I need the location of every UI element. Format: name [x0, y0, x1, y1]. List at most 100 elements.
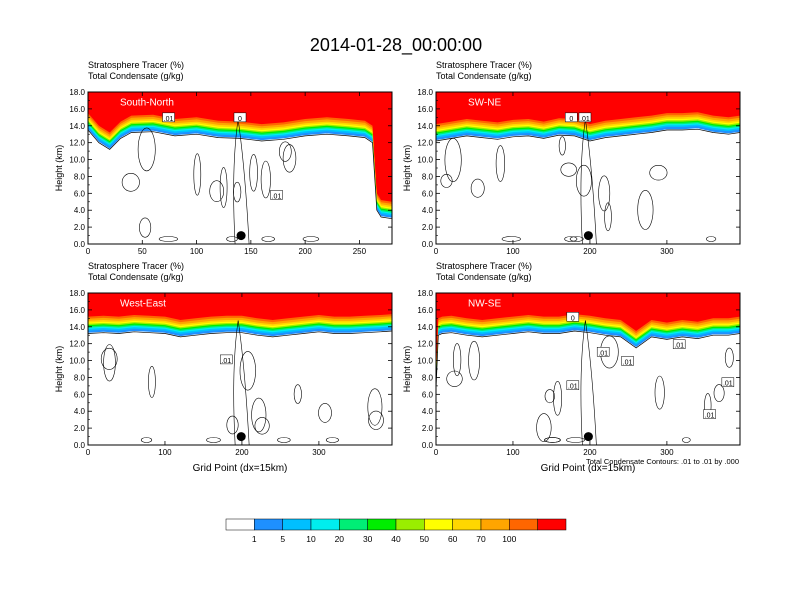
x-axis-label: Grid Point (dx=15km) — [541, 463, 636, 474]
contour-label-box — [566, 380, 580, 390]
chart-panel: Stratosphere Tracer (%)Total Condensate … — [54, 60, 393, 256]
plot-area: .01 0 .01 — [88, 92, 392, 244]
y-tick-label: 6.0 — [74, 390, 86, 399]
x-tick-label: 100 — [190, 247, 204, 256]
y-tick-label: 0.0 — [422, 441, 434, 450]
contour-label-box — [565, 112, 578, 123]
x-tick-label: 200 — [583, 448, 597, 457]
condensate-contour — [100, 347, 118, 370]
y-tick-label: 2.0 — [74, 424, 86, 433]
condensate-contour — [436, 128, 740, 142]
colorbar-swatch — [424, 518, 453, 531]
x-tick-label: 100 — [506, 247, 520, 256]
x-tick-label: 0 — [86, 247, 91, 256]
condensate-contour — [302, 236, 320, 242]
condensate-contour — [249, 154, 258, 192]
colorbar-swatch — [225, 518, 255, 531]
condensate-contour — [654, 375, 665, 410]
y-tick-label: 0.0 — [74, 240, 86, 249]
x-tick-label: 0 — [434, 247, 439, 256]
x-tick-label: 100 — [158, 448, 172, 457]
tracer-band — [88, 92, 392, 204]
x-tick-label: 300 — [312, 448, 326, 457]
colorbar-swatch — [452, 518, 482, 531]
contour-label-box — [162, 112, 175, 123]
y-tick-label: 12.0 — [417, 139, 433, 148]
panel-title: Stratosphere Tracer (%) — [88, 60, 184, 70]
condensate-contour — [560, 162, 577, 177]
y-tick-label: 8.0 — [74, 373, 86, 382]
condensate-contour — [446, 370, 463, 387]
y-axis-label: Height (km) — [402, 145, 412, 192]
condensate-contour — [277, 437, 291, 443]
y-tick-label: 14.0 — [69, 122, 85, 131]
condensate-contour — [368, 410, 384, 430]
contour-label-box — [721, 377, 735, 387]
x-tick-label: 200 — [298, 247, 312, 256]
panel-subtitle: Total Condensate (g/kg) — [88, 71, 184, 81]
contour-footnote: Total Condensate Contours: .01 to .01 by… — [586, 457, 739, 466]
colorbar-label: 1 — [252, 534, 257, 544]
contour-label: .01 — [623, 359, 633, 366]
panel-subtitle: Total Condensate (g/kg) — [436, 272, 532, 282]
condensate-contour — [468, 340, 480, 381]
tracer-band — [436, 293, 740, 374]
condensate-contour — [495, 145, 506, 182]
x-tick-label: 300 — [660, 448, 674, 457]
x-axis-label: Grid Point (dx=15km) — [193, 463, 288, 474]
condensate-contour — [226, 415, 239, 435]
y-tick-label: 4.0 — [74, 407, 86, 416]
colorbar-swatch — [254, 518, 283, 531]
y-tick-label: 6.0 — [422, 390, 434, 399]
condensate-contour — [536, 413, 552, 442]
panel-title: Stratosphere Tracer (%) — [88, 261, 184, 271]
condensate-contour — [566, 437, 585, 443]
colorbar-swatch — [282, 518, 312, 531]
condensate-contour — [544, 437, 561, 443]
y-tick-label: 0.0 — [74, 441, 86, 450]
panel-title: Stratosphere Tracer (%) — [436, 261, 532, 271]
colorbar-label: 20 — [335, 534, 345, 544]
colorbar-label: 10 — [306, 534, 316, 544]
condensate-contour — [558, 136, 566, 156]
condensate-contour — [569, 236, 584, 242]
colorbar-swatch — [310, 518, 340, 531]
contour-label-box — [578, 112, 592, 123]
tracer-top — [436, 293, 740, 304]
colorbar-label: 30 — [363, 534, 373, 544]
y-tick-label: 10.0 — [417, 156, 433, 165]
colorbar: 1 5 10 20 30 40 50 60 70 100 — [225, 518, 567, 544]
y-tick-label: 18.0 — [417, 88, 433, 97]
contour-label-box — [621, 356, 634, 366]
panel-label: South-North — [120, 98, 174, 109]
x-tick-label: 200 — [583, 247, 597, 256]
contour-label: .01 — [272, 193, 282, 200]
condensate-contour — [470, 178, 485, 198]
panel-title: Stratosphere Tracer (%) — [436, 60, 532, 70]
condensate-contour — [637, 189, 654, 230]
colorbar-swatch — [395, 518, 425, 531]
x-tick-label: 150 — [244, 247, 258, 256]
condensate-contour — [148, 365, 156, 398]
condensate-contour — [260, 160, 271, 199]
tracer-top — [88, 92, 392, 103]
contour-label: 0 — [569, 116, 573, 123]
contour-label: .01 — [164, 116, 174, 123]
y-tick-label: 0.0 — [422, 240, 434, 249]
panel-subtitle: Total Condensate (g/kg) — [436, 71, 532, 81]
condensate-contour — [209, 180, 224, 202]
condensate-contour — [501, 236, 521, 242]
plot-area: 0 .01 .01 .01 .01 .01 .01 — [436, 293, 740, 445]
condensate-contour — [649, 165, 668, 181]
condensate-contour — [598, 175, 611, 212]
condensate-contour — [681, 437, 691, 443]
location-marker — [583, 231, 593, 241]
y-tick-label: 2.0 — [422, 424, 434, 433]
contour-label: 0 — [238, 116, 242, 123]
x-tick-label: 100 — [506, 448, 520, 457]
condensate-contour — [544, 389, 555, 404]
contour-label-box — [566, 312, 580, 322]
plot-area: .01 — [88, 293, 392, 445]
y-tick-label: 4.0 — [422, 206, 434, 215]
location-marker — [236, 432, 246, 442]
